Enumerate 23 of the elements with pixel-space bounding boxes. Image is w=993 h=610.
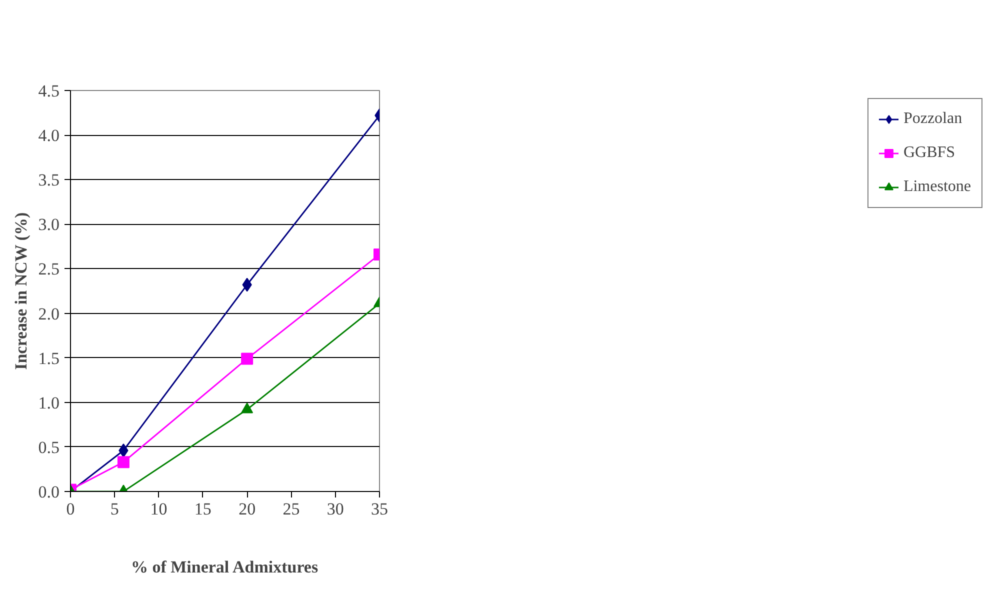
x-tick-label: 15 bbox=[194, 500, 212, 518]
y-tick-label: 0.0 bbox=[38, 482, 60, 502]
legend-label: Pozzolan bbox=[903, 110, 962, 128]
x-tick-label: 5 bbox=[110, 500, 119, 518]
x-tick-label: 25 bbox=[282, 500, 300, 518]
legend-label: GGBFS bbox=[903, 144, 956, 162]
y-tick-label: 1.5 bbox=[38, 348, 60, 368]
x-tick-label: 0 bbox=[66, 500, 75, 518]
x-tick-label: 20 bbox=[238, 500, 256, 518]
y-tick-label: 4.0 bbox=[38, 126, 60, 146]
x-tick-label: 30 bbox=[326, 500, 344, 518]
y-tick-label: 0.5 bbox=[38, 438, 60, 457]
legend-label: Limestone bbox=[903, 178, 971, 196]
y-tick-label: 3.5 bbox=[38, 170, 60, 190]
x-axis-title: % of Mineral Admixtures bbox=[130, 558, 318, 576]
y-tick-label: 2.5 bbox=[38, 260, 60, 279]
x-tick-label: 10 bbox=[150, 500, 168, 518]
x-tick-label: 35 bbox=[371, 500, 388, 518]
y-tick-label: 1.0 bbox=[38, 393, 60, 412]
y-tick-label: 4.5 bbox=[38, 82, 60, 100]
y-axis-title: Increase in NCW (%) bbox=[11, 212, 30, 370]
y-tick-label: 2.0 bbox=[38, 304, 60, 324]
y-tick-label: 3.0 bbox=[38, 215, 60, 234]
